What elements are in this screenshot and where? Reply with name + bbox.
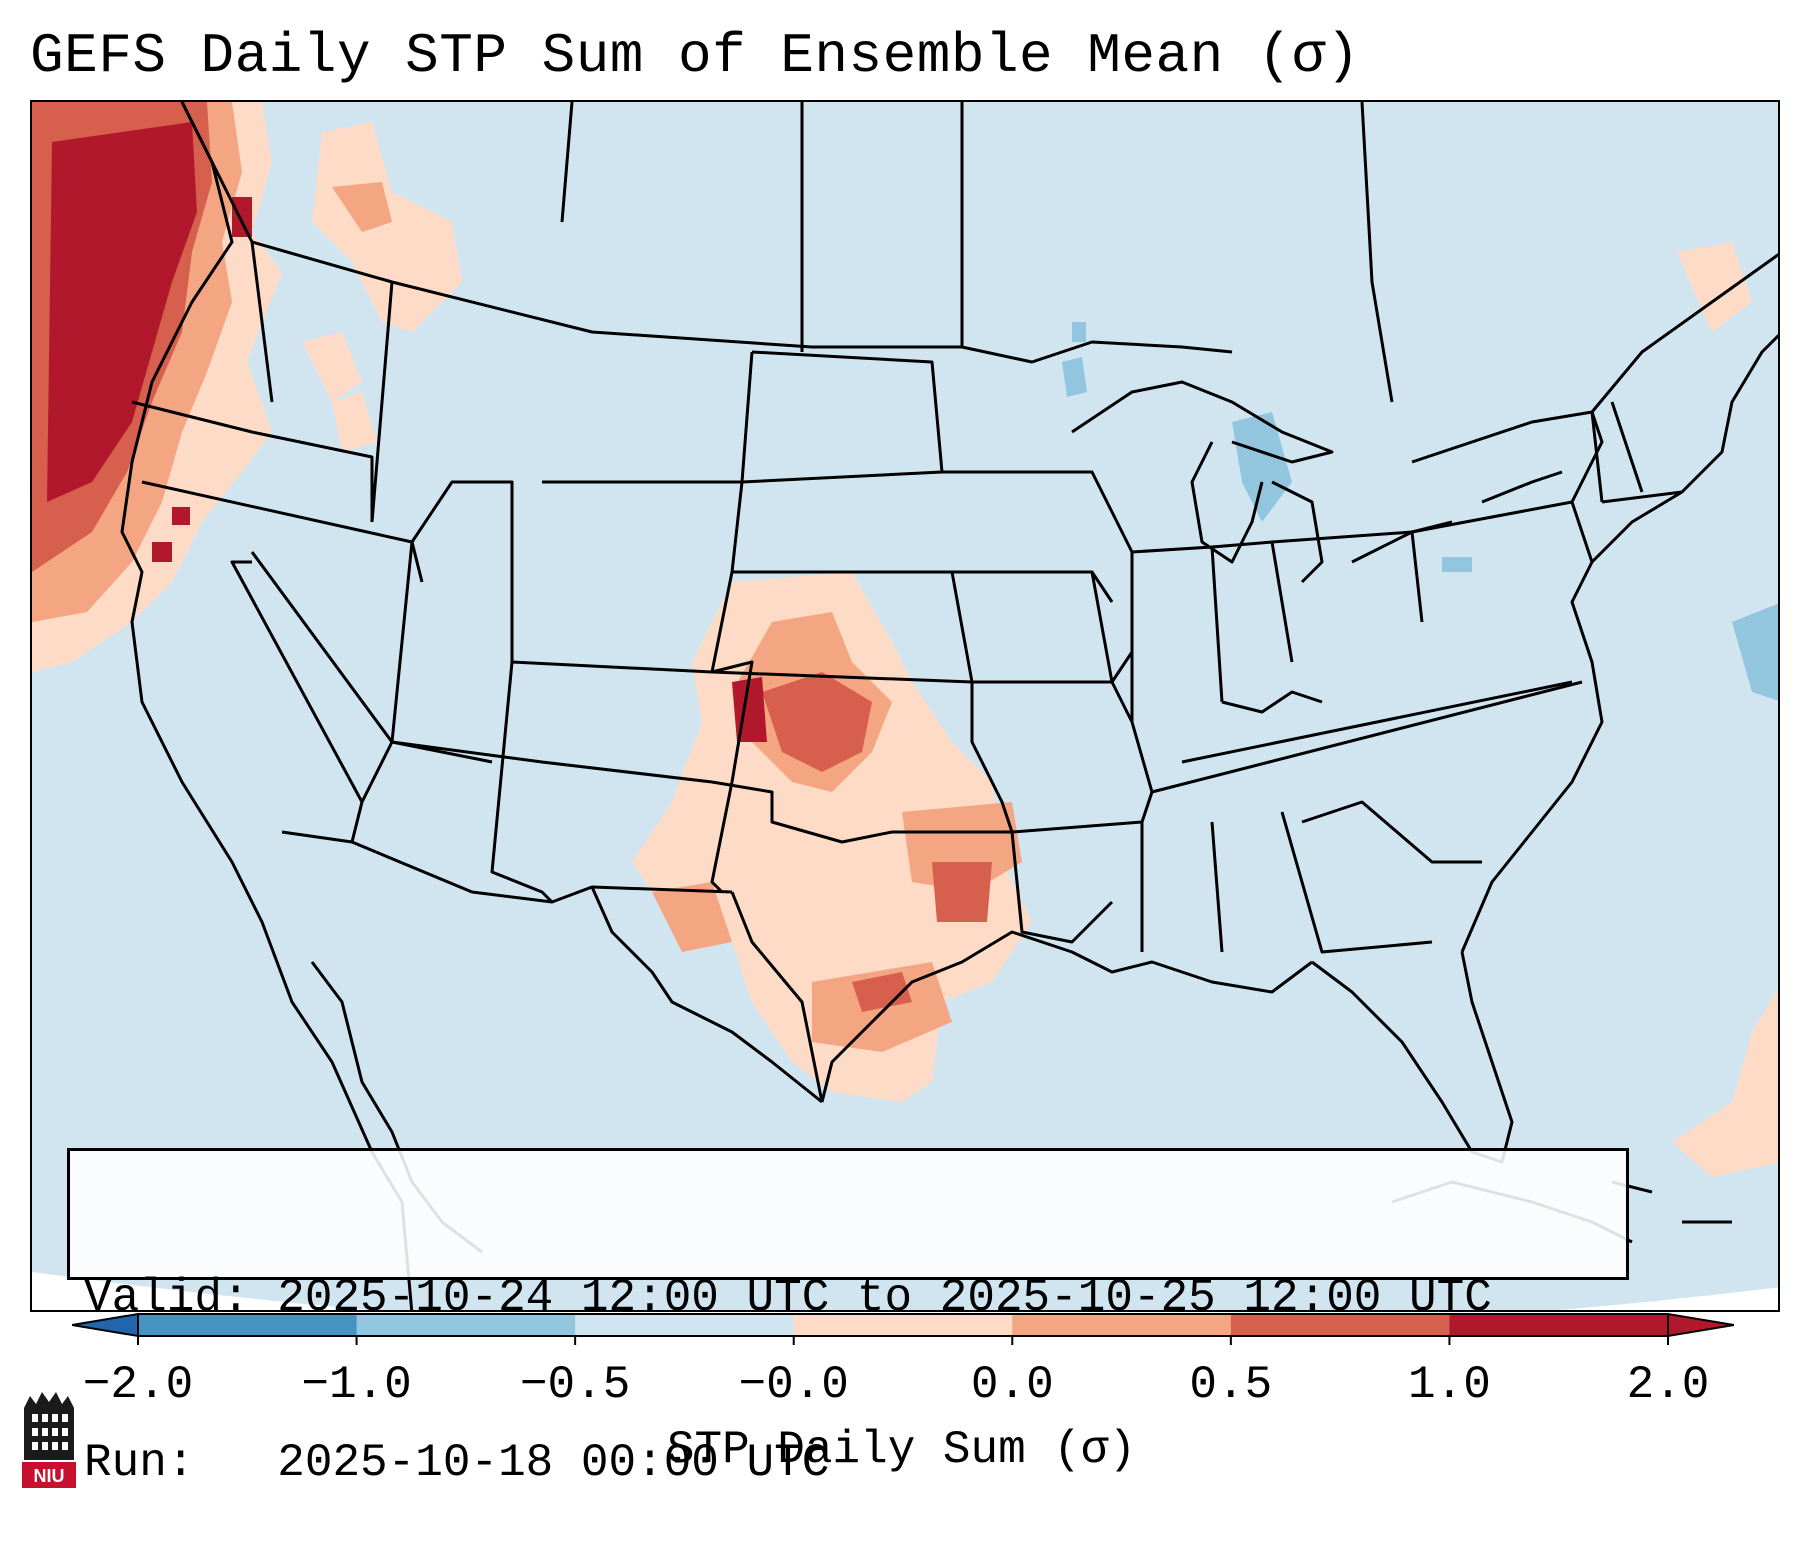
colorbar-segment xyxy=(1449,1314,1669,1336)
colorbar-tick-label: 0.0 xyxy=(970,1359,1054,1411)
colorbar-tick-label: 2.0 xyxy=(1626,1359,1710,1411)
colorbar-under-arrow xyxy=(72,1312,139,1338)
map-panel xyxy=(30,100,1780,1312)
colorbar-outline xyxy=(137,1313,1669,1337)
political-boundaries xyxy=(131,102,1778,1103)
colorbar-segment xyxy=(793,1314,1013,1336)
anomaly-negative-patches xyxy=(1062,322,1778,701)
run-time-text: Run: 2025-10-18 00:00 UTC xyxy=(84,1437,830,1489)
chart-title: GEFS Daily STP Sum of Ensemble Mean (σ) xyxy=(30,24,1361,88)
colorbar-segment xyxy=(356,1314,576,1336)
colorbar-segment xyxy=(138,1314,358,1336)
map-canvas xyxy=(32,102,1778,1310)
validity-info-box: Valid: 2025-10-24 12:00 UTC to 2025-10-2… xyxy=(67,1148,1629,1489)
anomaly-atlantic-southeast xyxy=(1672,242,1778,1177)
colorbar-tick-label: 1.0 xyxy=(1408,1359,1491,1411)
colorbar-tick-label: −0.0 xyxy=(738,1359,849,1411)
colorbar-segment xyxy=(1012,1314,1232,1336)
colorbar-tick-marks xyxy=(137,1336,1669,1345)
colorbar-tick-label: −2.0 xyxy=(82,1359,194,1411)
colorbar-segment xyxy=(575,1314,795,1336)
colorbar-tick-label: −0.5 xyxy=(519,1359,631,1411)
colorbar-tick-label: −1.0 xyxy=(301,1359,412,1411)
coastlines xyxy=(120,102,1778,1310)
colorbar-segments xyxy=(138,1314,1669,1336)
svg-text:NIU: NIU xyxy=(34,1466,65,1486)
niu-logo: NIU xyxy=(22,1392,76,1488)
anomaly-southern-plains xyxy=(632,572,1032,1102)
colorbar-tick-label: 0.5 xyxy=(1189,1359,1273,1411)
colorbar-over-arrow xyxy=(1667,1312,1734,1338)
anomaly-pacific-northwest xyxy=(32,102,282,672)
colorbar xyxy=(72,1312,1734,1345)
anomaly-idaho-montana xyxy=(302,122,462,452)
colorbar-label: STP Daily Sum (σ) xyxy=(666,1424,1137,1476)
colorbar-segment xyxy=(1230,1314,1450,1336)
